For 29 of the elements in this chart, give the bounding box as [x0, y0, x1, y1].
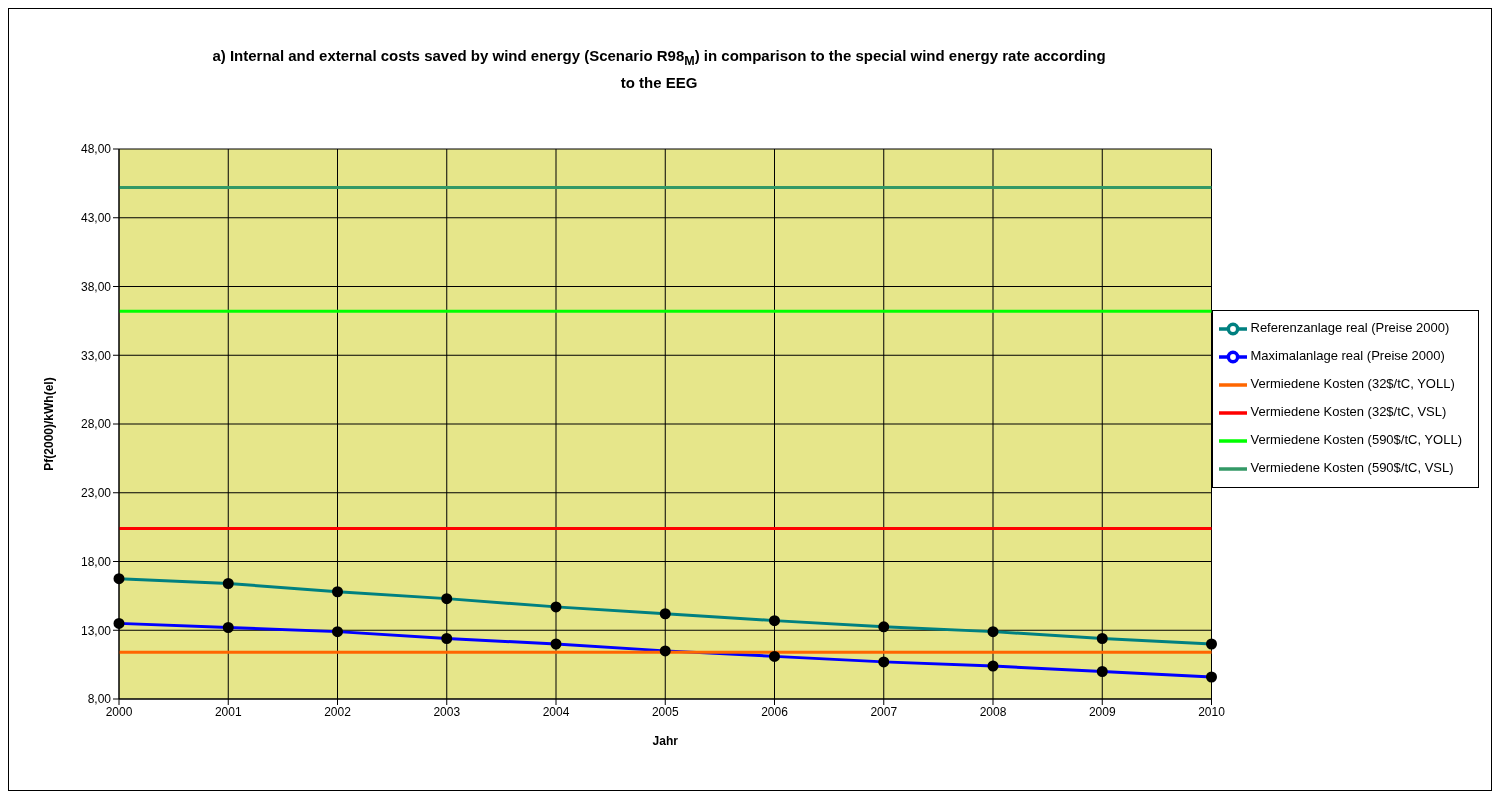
legend-label: Vermiedene Kosten (32$/tC, YOLL): [1250, 376, 1455, 392]
y-tick-label: 28,00: [80, 417, 112, 432]
y-tick-label: 48,00: [80, 142, 112, 157]
y-tick-label: 38,00: [80, 279, 112, 294]
y-tick-label: 43,00: [80, 211, 112, 226]
legend-label: Vermiedene Kosten (590$/tC, YOLL): [1250, 432, 1462, 448]
legend-label: Maximalanlage real (Preise 2000): [1250, 348, 1445, 364]
y-tick-label: 33,00: [80, 348, 112, 363]
legend-label: Referenzanlage real (Preise 2000): [1250, 320, 1450, 336]
y-tick-label: 18,00: [80, 554, 112, 569]
y-axis-title: Pf(2000)/kWh(el): [42, 377, 57, 471]
legend-label: Vermiedene Kosten (590$/tC, VSL): [1250, 460, 1454, 476]
x-tick-label: 2001: [214, 704, 242, 719]
x-tick-label: 2007: [870, 704, 898, 719]
x-axis-title: Jahr: [652, 734, 679, 748]
x-tick-label: 2002: [324, 704, 352, 719]
chart-title: a) Internal and external costs saved by wind energy (Scenario R98$_{M}$) in comparison to the special wind energy rate according to the EEG: [211, 46, 1107, 93]
x-tick-label: 2000: [105, 704, 133, 719]
x-tick-label: 2008: [979, 704, 1007, 719]
x-tick-label: 2005: [651, 704, 679, 719]
y-tick-label: 8,00: [87, 692, 112, 707]
x-tick-label: 2006: [761, 704, 789, 719]
x-tick-label: 2004: [542, 704, 570, 719]
x-tick-label: 2010: [1198, 704, 1226, 719]
x-tick-label: 2003: [433, 704, 461, 719]
legend-label: Vermiedene Kosten (32$/tC, VSL): [1250, 404, 1447, 420]
y-tick-label: 23,00: [80, 486, 112, 501]
y-tick-label: 13,00: [80, 623, 112, 638]
x-tick-label: 2009: [1088, 704, 1116, 719]
